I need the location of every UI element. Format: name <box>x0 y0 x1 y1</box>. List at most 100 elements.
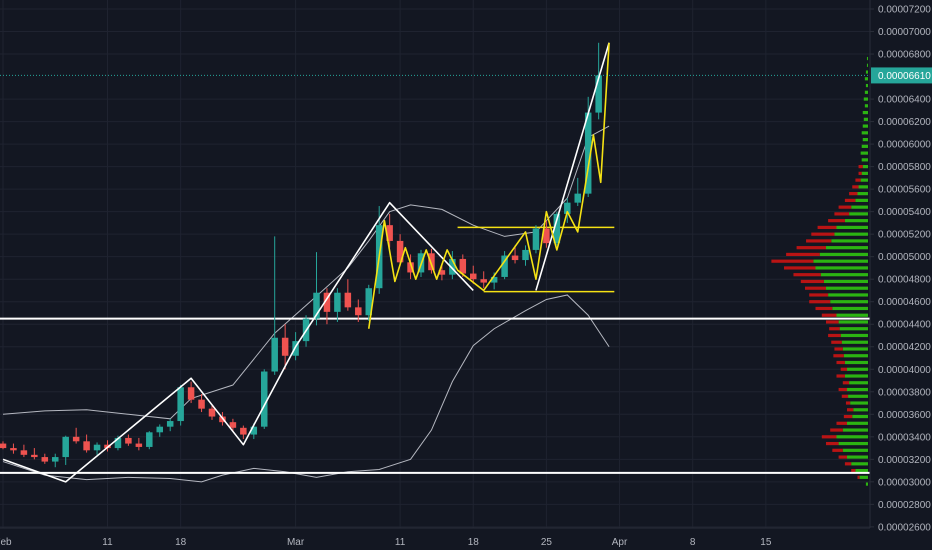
volume-profile-bar-down <box>847 408 854 412</box>
volume-profile-bar-down <box>806 239 832 243</box>
grid-lines <box>0 0 870 528</box>
price-tick-label: 0.00005000 <box>878 252 931 263</box>
volume-profile-bar-down <box>828 333 841 338</box>
price-tick-label: 0.00006200 <box>878 117 931 128</box>
volume-profile-bar-up <box>859 475 868 479</box>
volume-profile-bar-up <box>864 104 868 108</box>
volume-profile-bar-up <box>838 320 868 324</box>
volume-profile-bar-down <box>800 279 824 284</box>
time-axis[interactable]: Feb 11 18 Mar 11 18 25 Apr 8 15 <box>0 537 772 548</box>
candle-down <box>41 457 49 462</box>
volume-profile-bar-down <box>821 313 837 317</box>
volume-profile-bar-up <box>823 279 868 284</box>
time-tick-label: 18 <box>468 537 480 548</box>
candle-down <box>198 399 205 409</box>
volume-profile-bar-up <box>819 252 868 257</box>
volume-profile-bar-down <box>844 198 856 202</box>
volume-profile-bar-up <box>850 401 868 405</box>
candle-down <box>240 427 247 435</box>
volume-profile-bar-down <box>809 300 831 304</box>
volume-profile-bar-up <box>862 110 868 115</box>
volume-profile-bar-down <box>828 219 845 223</box>
volume-profile-bar-down <box>842 381 850 385</box>
price-tick-label: 0.00002600 <box>878 522 931 533</box>
candle-down <box>480 279 487 283</box>
candle-down <box>428 253 435 271</box>
candle-up <box>595 75 602 113</box>
volume-profile-bar-up <box>813 259 868 263</box>
candle-up <box>490 276 498 283</box>
volume-profile-bar-down <box>832 448 843 452</box>
volume-profile-bar-up <box>842 448 868 452</box>
volume-profile-bar-up <box>848 394 868 398</box>
volume-profile-bar-down <box>836 374 845 378</box>
candle-down <box>83 441 90 451</box>
volume-profile-bar-down <box>821 435 837 439</box>
candle-down <box>72 436 80 442</box>
volume-profile-bar-down <box>852 185 859 189</box>
volume-profile-bar-down <box>833 354 844 358</box>
volume-profile-bar-up <box>844 360 868 365</box>
volume-profile-bar-up <box>834 232 868 236</box>
candle-down <box>135 443 143 447</box>
candle-up <box>532 228 540 250</box>
volume-profile-bar-up <box>840 333 868 338</box>
volume-profile-bar-up <box>862 137 868 142</box>
price-tick-label: 0.00003000 <box>878 477 931 488</box>
volume-profile-bar-up <box>851 462 868 466</box>
volume-profile-bar-up <box>861 171 868 175</box>
volume-profile-bar-up <box>863 97 868 101</box>
volume-profile-bar-up <box>849 212 868 216</box>
time-tick-label: Apr <box>612 537 628 548</box>
candle-up <box>156 426 163 433</box>
volume-profile-bar-down <box>771 259 814 263</box>
candle-down <box>125 437 132 444</box>
candle-down <box>470 273 477 280</box>
volume-profile-bar-up <box>866 56 868 61</box>
time-tick-label: Feb <box>0 537 12 548</box>
volume-profile-bar-up <box>852 414 868 419</box>
volume-profile-bar-down <box>838 205 852 209</box>
volume-profile-bar-up <box>847 421 868 425</box>
volume-profile-bar-down <box>857 475 860 479</box>
volume-profile-bar-down <box>834 212 850 216</box>
volume-profile-bar-up <box>832 306 868 311</box>
current-price-label: 0.00006610 <box>878 71 931 82</box>
time-tick-label: 11 <box>395 537 406 548</box>
volume-profile-bar-up <box>826 286 868 290</box>
current-price-tag <box>871 67 932 84</box>
candle-up <box>574 193 581 203</box>
volume-profile-bar-down <box>826 320 839 324</box>
volume-profile-bar-up <box>861 158 868 162</box>
volume-profile-bar-down <box>838 455 847 459</box>
candle-up <box>261 371 268 427</box>
price-tick-label: 0.00005800 <box>878 162 931 173</box>
candle-down <box>20 450 28 455</box>
candle-down <box>10 448 17 451</box>
volume-profile-bar-down <box>834 347 843 351</box>
candle-up <box>250 426 258 435</box>
candle-up <box>553 213 561 244</box>
candle-down <box>438 270 446 275</box>
candle-up <box>166 421 174 427</box>
volume-profile-bar-down <box>851 468 856 473</box>
candle-up <box>93 444 101 451</box>
volume-profile-bar-up <box>847 387 868 392</box>
volume-profile-bar-up <box>853 408 868 412</box>
candle-up <box>271 337 278 372</box>
volume-profile-bar-up <box>815 266 868 270</box>
candle-up <box>522 249 529 261</box>
candle-down <box>386 225 393 241</box>
price-axis[interactable]: 0.00007200 0.00007000 0.00006800 0.00006400… <box>870 5 931 534</box>
volume-profile-bar-up <box>826 246 868 250</box>
volume-profile-bar-down <box>786 252 820 257</box>
time-tick-label: 8 <box>690 537 696 548</box>
volume-profile-bar-down <box>831 340 842 344</box>
bollinger-lower-band <box>2 294 610 483</box>
candle-up <box>146 432 153 447</box>
volume-profile-bar-up <box>842 428 868 432</box>
volume-profile-bar-up <box>836 435 868 439</box>
price-tick-label: 0.00005600 <box>878 185 931 196</box>
volume-profile-bar-down <box>809 293 829 297</box>
